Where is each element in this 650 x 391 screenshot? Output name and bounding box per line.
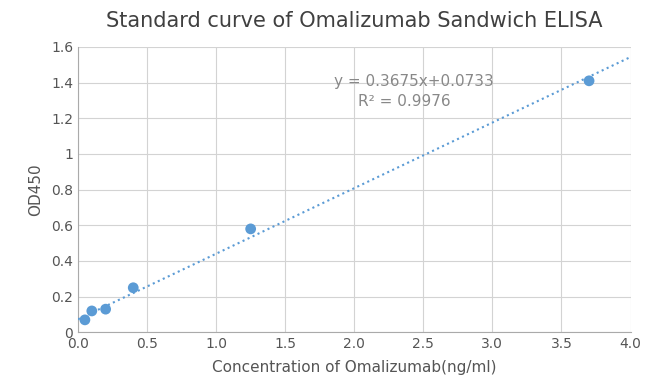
Title: Standard curve of Omalizumab Sandwich ELISA: Standard curve of Omalizumab Sandwich EL…: [106, 11, 603, 32]
X-axis label: Concentration of Omalizumab(ng/ml): Concentration of Omalizumab(ng/ml): [212, 360, 497, 375]
Point: [80, 317, 90, 323]
Point: [100, 306, 110, 312]
Point: [128, 285, 138, 291]
Text: y = 0.3675x+0.0733: y = 0.3675x+0.0733: [333, 74, 493, 89]
Text: R² = 0.9976: R² = 0.9976: [358, 94, 451, 109]
Point: [584, 78, 594, 84]
Point: [86, 308, 97, 314]
Point: [246, 226, 256, 232]
Y-axis label: OD450: OD450: [28, 163, 43, 216]
